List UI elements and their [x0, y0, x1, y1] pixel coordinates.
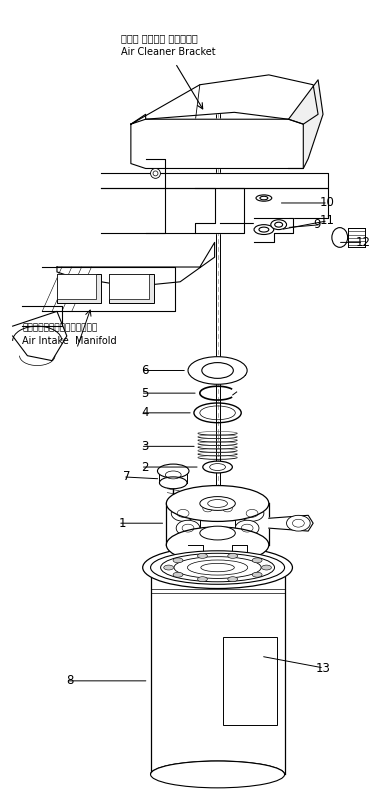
Ellipse shape	[228, 554, 238, 559]
Bar	[223, 637, 277, 725]
Ellipse shape	[160, 477, 187, 489]
Polygon shape	[195, 188, 244, 233]
Ellipse shape	[200, 526, 235, 540]
Text: 3: 3	[141, 440, 149, 453]
Ellipse shape	[158, 464, 189, 478]
Text: エアーインテークマニホールド: エアーインテークマニホールド	[22, 323, 98, 332]
Bar	[57, 274, 101, 303]
Polygon shape	[131, 75, 318, 124]
Ellipse shape	[271, 220, 287, 229]
Polygon shape	[22, 307, 62, 326]
Polygon shape	[288, 80, 323, 168]
Polygon shape	[146, 159, 165, 233]
Text: 13: 13	[316, 662, 331, 675]
Ellipse shape	[203, 461, 232, 473]
Text: 10: 10	[320, 196, 335, 209]
Polygon shape	[254, 218, 293, 242]
Text: エアー クリーナ ブラケット: エアー クリーナ ブラケット	[121, 34, 198, 43]
Ellipse shape	[198, 554, 208, 559]
Ellipse shape	[166, 527, 269, 563]
Circle shape	[153, 171, 158, 175]
Polygon shape	[220, 188, 328, 223]
Text: 7: 7	[123, 470, 131, 483]
Ellipse shape	[166, 485, 269, 522]
Ellipse shape	[188, 357, 247, 384]
Ellipse shape	[235, 520, 259, 536]
Ellipse shape	[171, 506, 195, 521]
Text: 1: 1	[118, 517, 126, 530]
Ellipse shape	[200, 497, 235, 510]
Text: 9: 9	[313, 218, 321, 231]
Polygon shape	[101, 188, 215, 233]
Text: 2: 2	[141, 460, 149, 473]
Text: Air Cleaner Bracket: Air Cleaner Bracket	[121, 47, 215, 57]
Text: 5: 5	[141, 386, 149, 399]
Bar	[109, 274, 153, 303]
Ellipse shape	[254, 225, 274, 234]
Ellipse shape	[252, 572, 262, 577]
Polygon shape	[269, 515, 313, 531]
Ellipse shape	[208, 500, 228, 507]
Polygon shape	[42, 267, 175, 312]
Ellipse shape	[173, 558, 183, 563]
Ellipse shape	[202, 362, 233, 378]
Ellipse shape	[260, 196, 268, 200]
Ellipse shape	[198, 502, 218, 515]
Ellipse shape	[287, 515, 310, 531]
Text: 6: 6	[141, 364, 149, 377]
Ellipse shape	[176, 520, 200, 536]
Ellipse shape	[164, 565, 174, 570]
Text: 8: 8	[67, 675, 74, 687]
Ellipse shape	[218, 502, 237, 515]
Ellipse shape	[198, 576, 208, 582]
Ellipse shape	[228, 576, 238, 582]
Text: 11: 11	[320, 214, 335, 227]
Polygon shape	[188, 545, 247, 558]
Ellipse shape	[150, 761, 285, 788]
Ellipse shape	[332, 228, 348, 247]
Ellipse shape	[252, 558, 262, 563]
Text: Air Intake  Manifold: Air Intake Manifold	[22, 336, 117, 346]
Circle shape	[150, 168, 160, 179]
Ellipse shape	[143, 547, 293, 588]
Ellipse shape	[262, 565, 271, 570]
Text: 4: 4	[141, 407, 149, 419]
Ellipse shape	[206, 566, 229, 576]
Polygon shape	[57, 242, 215, 287]
Polygon shape	[12, 312, 67, 361]
Ellipse shape	[275, 222, 283, 227]
Ellipse shape	[173, 572, 183, 577]
Ellipse shape	[256, 195, 272, 201]
Ellipse shape	[240, 506, 264, 521]
Ellipse shape	[259, 227, 269, 232]
Bar	[57, 274, 96, 299]
Text: 12: 12	[356, 236, 370, 249]
Ellipse shape	[150, 551, 285, 584]
Bar	[109, 274, 149, 299]
Polygon shape	[101, 173, 328, 188]
Polygon shape	[131, 114, 303, 168]
